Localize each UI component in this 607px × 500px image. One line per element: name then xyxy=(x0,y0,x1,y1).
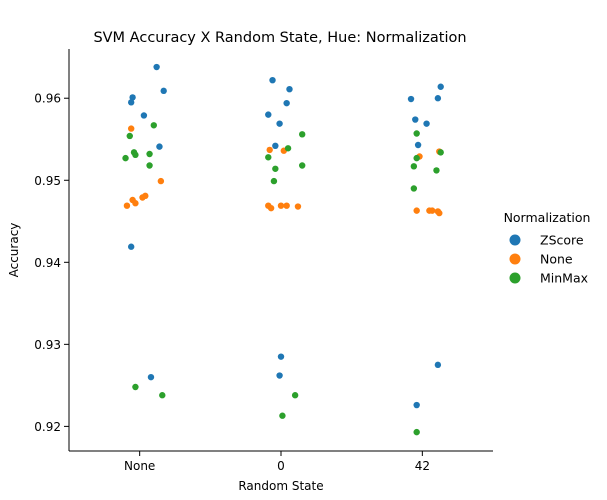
legend-marker-zscore xyxy=(509,234,521,246)
data-point-zscore xyxy=(140,112,148,119)
data-point-zscore xyxy=(276,372,283,379)
data-point-zscore xyxy=(129,94,136,101)
data-point-zscore xyxy=(156,143,163,150)
data-point-minmax xyxy=(299,162,306,169)
data-point-zscore xyxy=(412,116,419,123)
legend-label-zscore: ZScore xyxy=(540,233,584,248)
y-ticks: 0.92 0.93 0.94 0.95 0.96 xyxy=(34,92,69,434)
legend-marker-minmax xyxy=(509,272,521,284)
legend-marker-none xyxy=(509,253,521,265)
y-axis-label: Accuracy xyxy=(7,223,21,278)
data-point-zscore xyxy=(437,83,444,90)
data-point-zscore xyxy=(286,86,293,93)
data-point-zscore xyxy=(272,142,279,150)
data-point-zscore xyxy=(153,63,160,71)
y-tick-label: 0.92 xyxy=(34,420,61,434)
data-point-none xyxy=(127,125,135,132)
data-point-none xyxy=(157,177,165,185)
data-point-zscore xyxy=(127,99,135,106)
data-point-minmax xyxy=(410,185,418,192)
data-point-minmax xyxy=(284,145,292,152)
data-point-minmax xyxy=(279,412,286,419)
data-point-none xyxy=(413,207,420,214)
data-point-minmax xyxy=(265,154,272,161)
data-point-minmax xyxy=(146,150,153,158)
data-point-minmax xyxy=(132,383,139,391)
plot-area xyxy=(68,49,493,452)
data-point-minmax xyxy=(413,154,420,162)
x-tick-label: 42 xyxy=(415,459,430,473)
data-point-zscore xyxy=(160,87,167,95)
legend-label-none: None xyxy=(540,252,573,267)
data-point-none xyxy=(277,202,285,209)
data-point-none xyxy=(436,209,443,217)
legend-title: Normalization xyxy=(504,210,591,225)
legend-label-minmax: MinMax xyxy=(540,271,588,286)
data-point-zscore xyxy=(147,373,155,381)
data-point-none xyxy=(429,207,436,214)
data-point-minmax xyxy=(270,177,278,185)
data-point-minmax xyxy=(159,392,166,399)
data-point-minmax xyxy=(272,165,279,172)
data-point-zscore xyxy=(434,95,442,102)
data-point-zscore xyxy=(276,120,283,127)
y-tick-label: 0.96 xyxy=(34,92,61,106)
y-tick-label: 0.94 xyxy=(34,256,61,270)
data-point-minmax xyxy=(410,163,418,170)
data-point-none xyxy=(267,204,275,212)
data-point-zscore xyxy=(277,353,285,360)
x-ticks: None 0 42 xyxy=(124,451,430,473)
x-axis-label: Random State xyxy=(238,479,323,493)
chart-title: SVM Accuracy X Random State, Hue: Normal… xyxy=(93,30,466,46)
data-point-none xyxy=(294,203,302,210)
data-point-minmax xyxy=(413,428,420,436)
data-point-minmax xyxy=(150,122,157,129)
data-point-minmax xyxy=(291,392,299,399)
data-point-none xyxy=(266,146,273,154)
x-tick-label: 0 xyxy=(277,459,285,473)
data-point-minmax xyxy=(126,132,133,140)
data-point-minmax xyxy=(146,162,153,169)
data-point-minmax xyxy=(413,130,420,137)
data-point-none xyxy=(123,202,131,209)
data-point-zscore xyxy=(127,243,135,250)
data-point-none xyxy=(132,200,139,207)
data-point-zscore xyxy=(413,401,420,409)
data-point-zscore xyxy=(265,111,272,118)
data-point-zscore xyxy=(423,120,430,127)
data-points xyxy=(122,63,444,436)
data-point-minmax xyxy=(433,167,440,174)
data-point-minmax xyxy=(132,151,139,159)
data-point-zscore xyxy=(434,361,442,369)
y-tick-label: 0.95 xyxy=(34,174,61,188)
y-tick-label: 0.93 xyxy=(34,338,61,352)
data-point-zscore xyxy=(283,99,290,107)
data-point-zscore xyxy=(407,95,415,103)
data-point-none xyxy=(139,194,146,201)
legend: Normalization ZScore None MinMax xyxy=(504,210,591,286)
data-point-minmax xyxy=(299,131,306,138)
data-point-zscore xyxy=(414,141,422,149)
x-tick-label: None xyxy=(124,459,155,473)
data-point-minmax xyxy=(437,149,444,156)
data-point-zscore xyxy=(269,76,276,84)
data-point-none xyxy=(283,202,290,209)
data-point-minmax xyxy=(122,154,129,162)
